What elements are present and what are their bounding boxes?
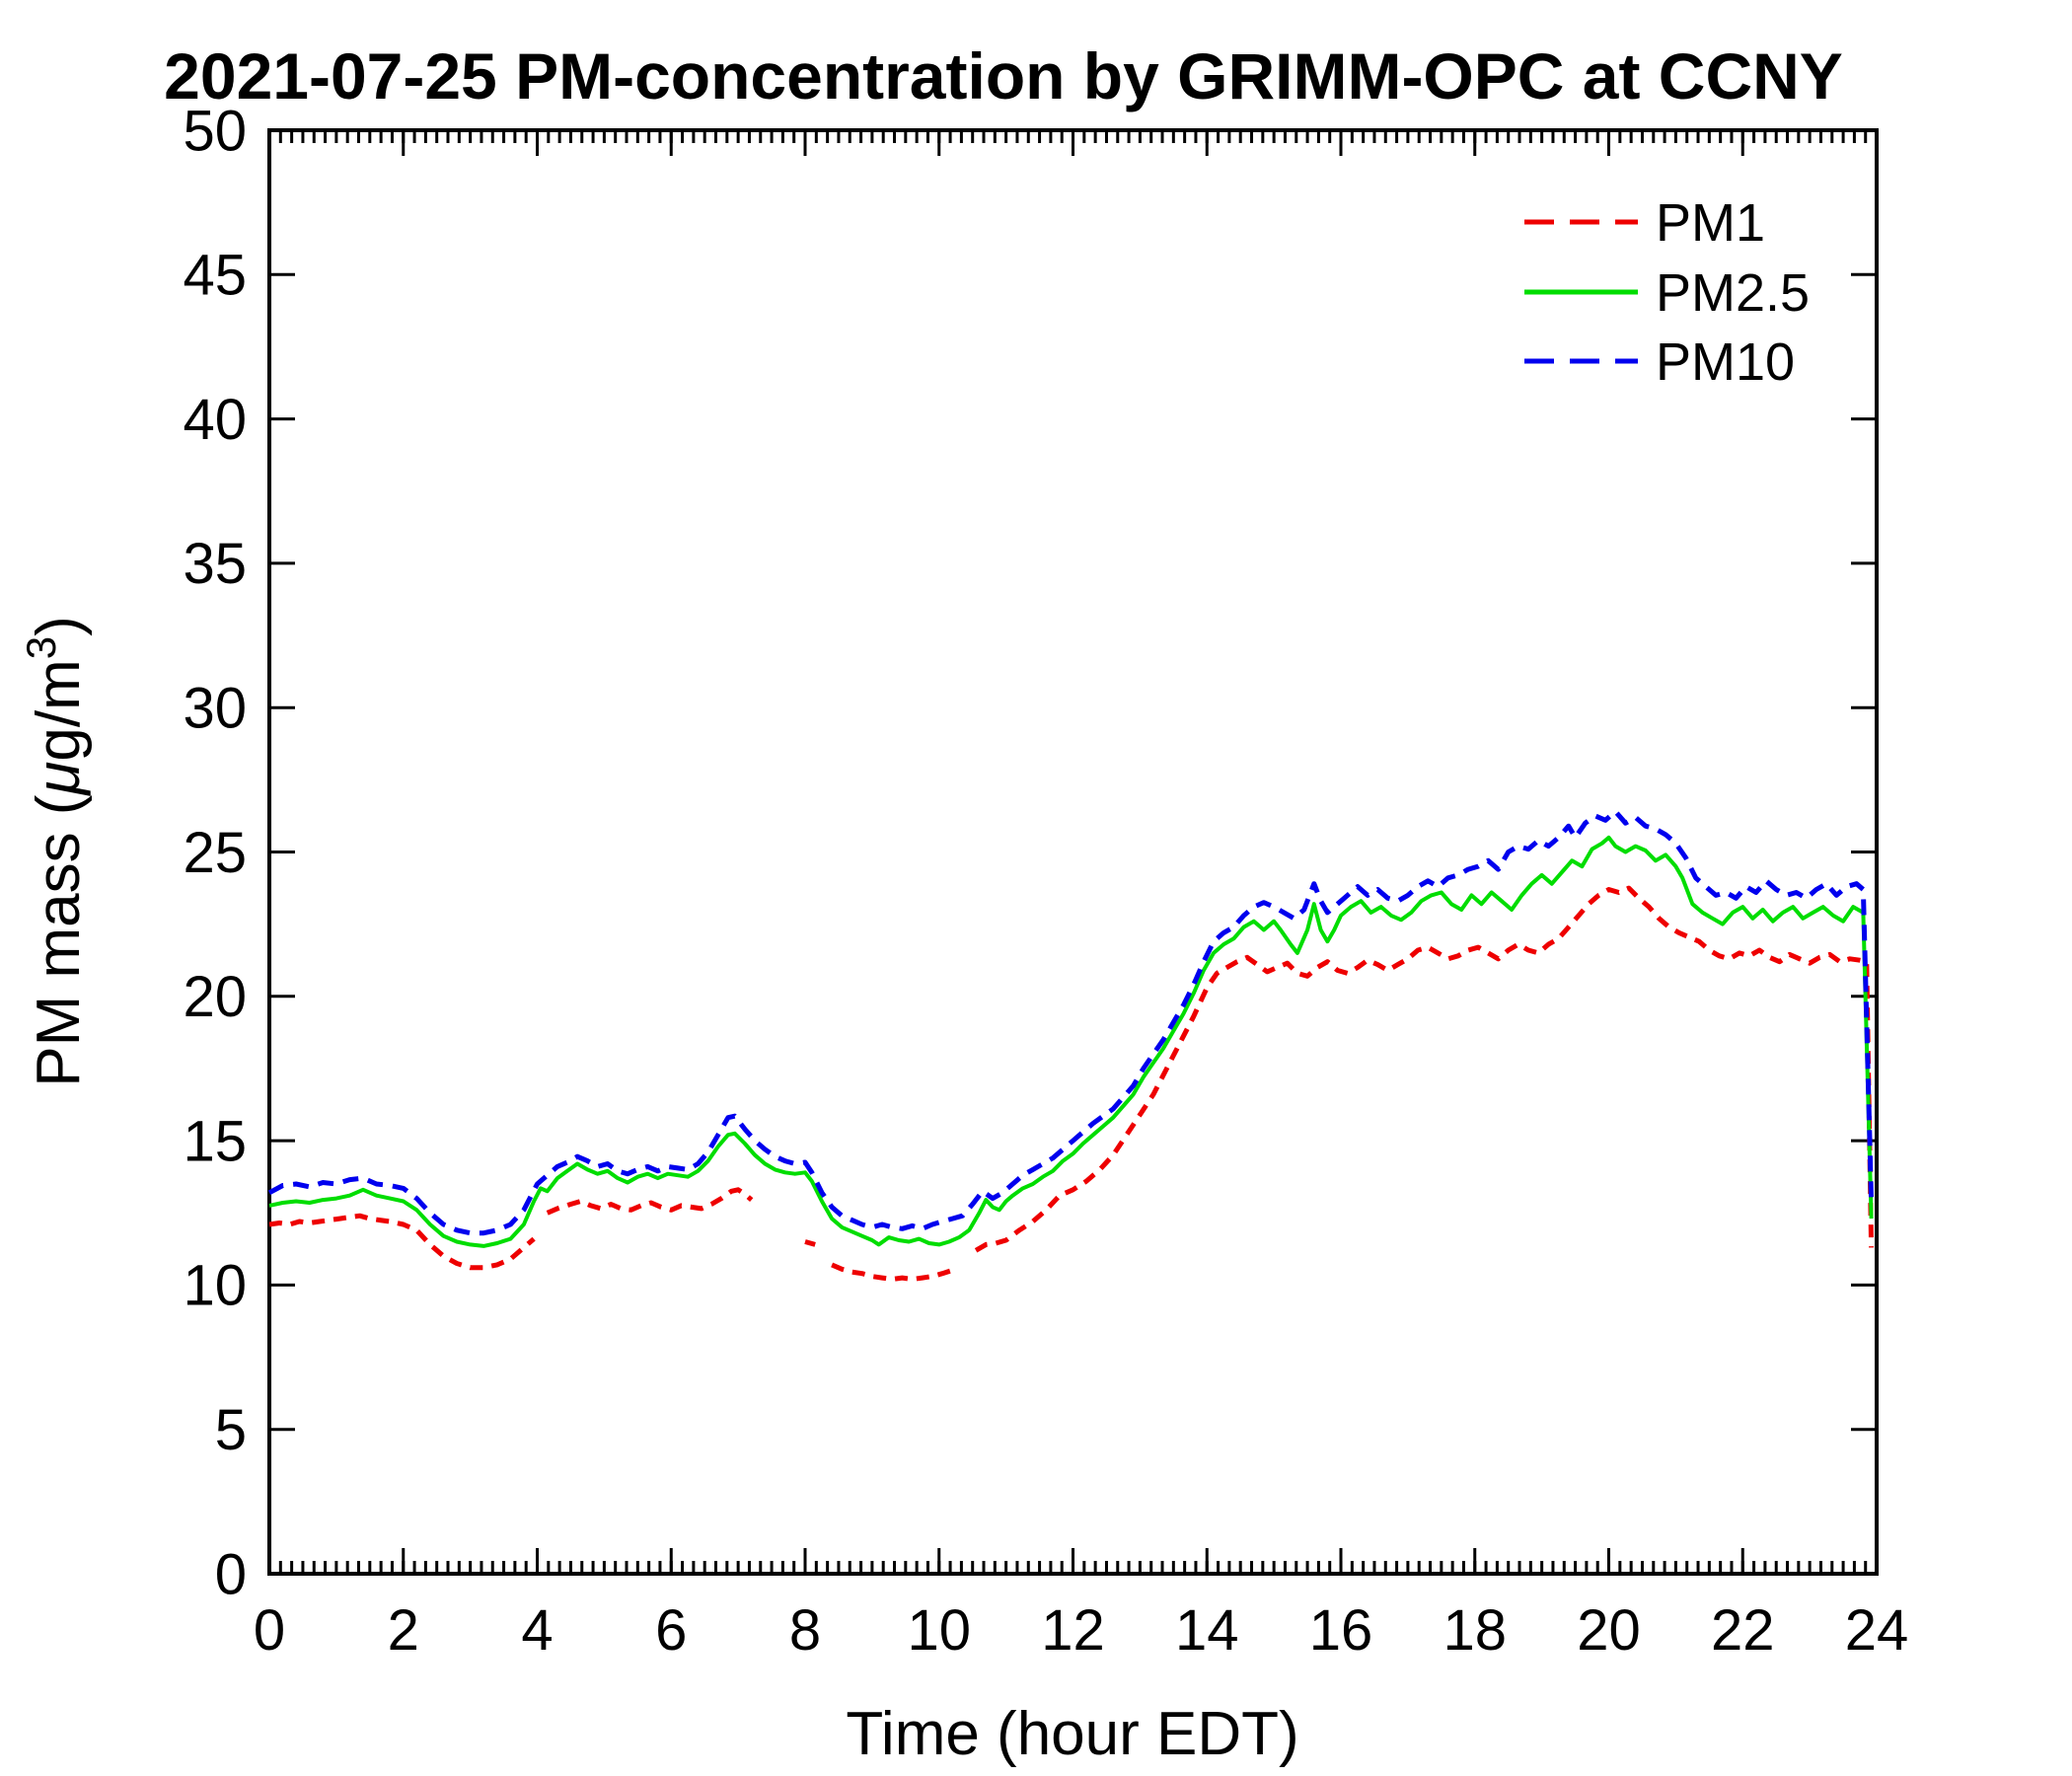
y-tick-label-50: 50	[183, 99, 247, 163]
x-axis-label: Time (hour EDT)	[846, 1700, 1298, 1768]
y-axis-label-suffix: )	[25, 616, 93, 636]
legend-label-pm10: PM10	[1656, 333, 1795, 392]
x-tick-label-16: 16	[1309, 1598, 1373, 1663]
x-tick-label-2: 2	[388, 1598, 419, 1663]
series-lines	[267, 809, 1875, 1282]
axis-ticks	[267, 128, 1879, 1576]
y-axis-label: PM mass (μg/m3)	[18, 616, 93, 1087]
y-tick-label-30: 30	[183, 677, 247, 741]
pm1-series-line-seg3	[831, 1262, 957, 1282]
y-axis-label-prefix: PM mass (	[25, 794, 93, 1087]
y-tick-label-10: 10	[183, 1254, 247, 1318]
y-tick-label-25: 25	[183, 821, 247, 885]
y-tick-label-40: 40	[183, 388, 247, 452]
legend-item-pm25: PM2.5	[1524, 263, 1810, 323]
pm25-series-line-seg0	[268, 835, 1874, 1248]
x-tick-label-12: 12	[1041, 1598, 1105, 1663]
x-tick-label-8: 8	[789, 1598, 821, 1663]
x-tick-label-6: 6	[655, 1598, 687, 1663]
pm1-series-line-seg1	[546, 1187, 754, 1216]
y-tick-label-45: 45	[183, 244, 247, 308]
x-tick-label-10: 10	[907, 1598, 971, 1663]
x-tick-label-18: 18	[1443, 1598, 1507, 1663]
legend-item-pm10: PM10	[1524, 333, 1795, 392]
pm1-series-line-seg2	[804, 1239, 816, 1247]
chart-title: 2021-07-25 PM-concentration by GRIMM-OPC…	[164, 39, 1843, 112]
y-tick-label-5: 5	[215, 1398, 247, 1462]
legend-item-pm1: PM1	[1524, 193, 1765, 253]
y-axis-label-mid: g/m	[25, 659, 93, 761]
y-tick-label-15: 15	[183, 1109, 247, 1173]
y-tick-label-20: 20	[183, 965, 247, 1029]
legend-label-pm25: PM2.5	[1656, 263, 1810, 323]
x-tick-label-22: 22	[1711, 1598, 1775, 1663]
pm1-series-line-seg0	[268, 1213, 536, 1271]
y-axis-label-mu: μ	[25, 762, 93, 797]
plot-border	[267, 128, 1879, 1576]
x-tick-label-0: 0	[254, 1598, 285, 1663]
x-tick-label-24: 24	[1845, 1598, 1909, 1663]
x-tick-label-20: 20	[1577, 1598, 1641, 1663]
y-tick-label-35: 35	[183, 532, 247, 596]
pm10-series-line-seg0	[267, 809, 1875, 1236]
y-tick-label-0: 0	[215, 1542, 247, 1606]
x-tick-label-14: 14	[1175, 1598, 1239, 1663]
legend: PM1 PM2.5 PM10	[1524, 193, 1810, 392]
legend-label-pm1: PM1	[1656, 193, 1765, 253]
x-tick-labels: 0 2 4 6 8 10 12 14 16 18 20 22 24	[254, 1598, 1908, 1663]
y-tick-labels: 0 5 10 15 20 25 30 35 40 45 50	[183, 99, 247, 1606]
pm1-series-line-seg4	[974, 885, 1875, 1253]
x-tick-label-4: 4	[521, 1598, 553, 1663]
y-axis-label-superscript: 3	[18, 636, 64, 659]
